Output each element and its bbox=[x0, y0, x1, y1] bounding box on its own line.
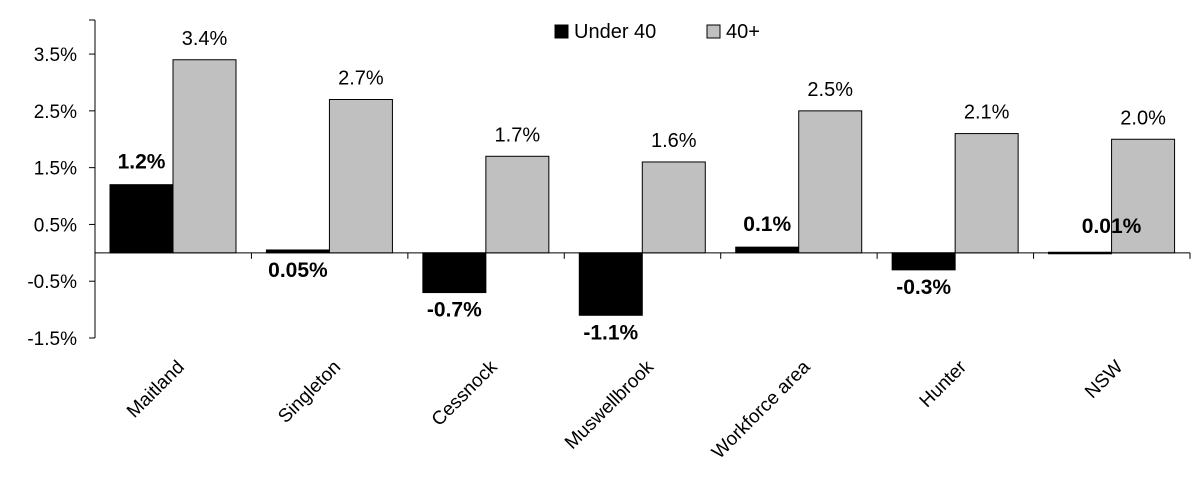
bar-40-plus bbox=[172, 59, 237, 254]
data-label-under-40: -0.3% bbox=[896, 276, 951, 299]
data-label-40-plus: 1.6% bbox=[651, 130, 697, 152]
data-label-40-plus: 2.5% bbox=[807, 79, 853, 101]
legend-label-40-plus: 40+ bbox=[726, 21, 760, 43]
bar-40-plus bbox=[798, 110, 863, 254]
data-label-40-plus: 2.0% bbox=[1120, 107, 1166, 129]
data-labels: 3.4% 1.2% 2.7% 0.05% 1.7% -0.7% 1.6% -1.1% 2.5% 0… bbox=[118, 28, 1167, 345]
x-tick-label: Singleton bbox=[274, 357, 345, 428]
bar-under-40 bbox=[891, 252, 956, 271]
y-tick-label: 3.5% bbox=[34, 45, 77, 66]
bar-40-plus bbox=[328, 99, 393, 254]
x-tick-label: Workforce area bbox=[708, 356, 815, 463]
data-label-under-40: -0.7% bbox=[427, 299, 482, 322]
bar-under-40 bbox=[109, 184, 174, 254]
data-label-under-40: 0.01% bbox=[1082, 215, 1142, 238]
data-label-under-40: 0.05% bbox=[268, 259, 328, 282]
y-tick-label: -1.5% bbox=[27, 329, 77, 350]
data-label-40-plus: 1.7% bbox=[495, 124, 541, 146]
bar-under-40 bbox=[422, 252, 487, 294]
legend-swatch-40-plus bbox=[706, 24, 721, 39]
x-tick-label: Hunter bbox=[916, 356, 972, 412]
bar-under-40 bbox=[578, 252, 643, 316]
data-label-40-plus: 2.7% bbox=[338, 68, 384, 90]
bars bbox=[109, 59, 1176, 316]
bar-40-plus bbox=[954, 133, 1019, 254]
x-tick-label: NSW bbox=[1081, 357, 1127, 403]
data-label-under-40: 0.1% bbox=[743, 213, 791, 236]
bar-40-plus bbox=[641, 161, 706, 254]
bar-under-40 bbox=[265, 249, 330, 254]
y-tick-label: 1.5% bbox=[34, 159, 77, 180]
data-label-under-40: 1.2% bbox=[118, 151, 166, 174]
x-tick-label: Cessnock bbox=[428, 356, 502, 430]
legend-swatch-under-40 bbox=[554, 24, 569, 39]
legend-label-under-40: Under 40 bbox=[574, 21, 656, 43]
bar-under-40 bbox=[1048, 251, 1113, 255]
bar-under-40 bbox=[735, 246, 800, 254]
bar-40-plus bbox=[1111, 138, 1176, 254]
legend: Under 40 40+ bbox=[554, 21, 760, 43]
x-tick-label: Maitland bbox=[123, 357, 189, 423]
y-tick-label: 2.5% bbox=[34, 102, 77, 123]
y-tick-label: 0.5% bbox=[34, 215, 77, 236]
data-label-under-40: -1.1% bbox=[583, 321, 638, 344]
bar-40-plus bbox=[485, 155, 550, 254]
x-tick-label: Muswellbrook bbox=[561, 356, 658, 453]
data-label-40-plus: 3.4% bbox=[182, 28, 228, 50]
data-label-40-plus: 2.1% bbox=[964, 102, 1010, 124]
y-tick-label: -0.5% bbox=[27, 272, 77, 293]
